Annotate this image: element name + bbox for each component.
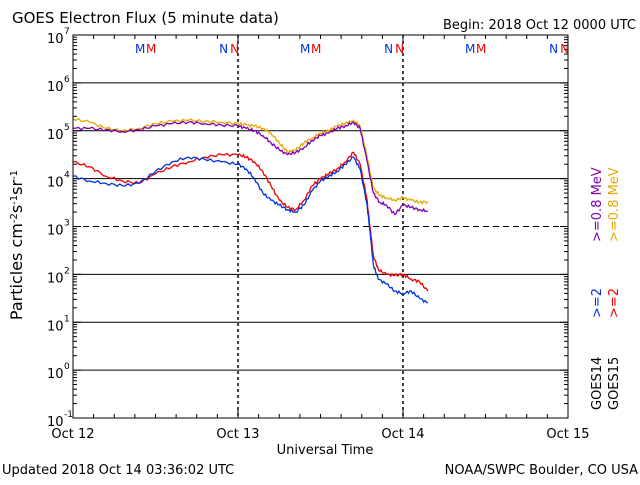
- marker-m-goes14: M: [135, 42, 145, 56]
- y-tick-label: 10: [47, 319, 64, 334]
- legend-goes14-08mev: >=0.8 MeV: [590, 167, 605, 242]
- marker-m-goes15: M: [311, 42, 321, 56]
- legend-goes15-2mev: >=2: [607, 288, 622, 318]
- marker-n-goes14: N: [384, 42, 393, 56]
- plot-frame: [72, 34, 569, 419]
- y-tick-exponent: 6: [64, 75, 70, 85]
- marker-m-goes14: M: [465, 42, 475, 56]
- y-axis-label-part: -1: [9, 195, 20, 205]
- legend-goes14-2mev: >=2: [590, 288, 605, 318]
- x-tick-label: Oct 12: [51, 427, 94, 442]
- marker-n-goes15: N: [560, 42, 569, 56]
- x-tick-label: Oct 13: [216, 427, 259, 442]
- y-tick-exponent: 0: [64, 362, 70, 372]
- legend-goes15: GOES15: [607, 357, 622, 410]
- legend: GOES14 >=2 >=0.8 MeV GOES15 >=2 >=0.8 MeV: [590, 167, 622, 410]
- y-tick-exponent: -1: [64, 410, 73, 420]
- marker-m-goes15: M: [146, 42, 156, 56]
- y-tick-label: 10: [47, 415, 64, 430]
- y-tick-label: 10: [47, 80, 64, 95]
- y-axis-label-part: -2: [9, 213, 20, 223]
- marker-n-goes14: N: [549, 42, 558, 56]
- updated-timestamp: Updated 2018 Oct 14 03:36:02 UTC: [2, 463, 234, 478]
- marker-m-goes15: M: [476, 42, 486, 56]
- y-tick-label: 10: [47, 176, 64, 191]
- y-tick-exponent: 5: [64, 123, 70, 133]
- marker-n-goes15: N: [395, 42, 404, 56]
- legend-goes14: GOES14: [590, 357, 605, 410]
- y-tick-label: 10: [47, 128, 64, 143]
- y-tick-exponent: 1: [64, 314, 70, 324]
- x-tick-label: Oct 14: [381, 427, 424, 442]
- series-line: [72, 117, 429, 205]
- x-axis-label: Universal Time: [277, 443, 374, 458]
- source-credit: NOAA/SWPC Boulder, CO USA: [445, 463, 638, 478]
- y-axis-label: Particles cm-2s-1sr-1: [7, 170, 26, 320]
- y-tick-label: 10: [47, 224, 64, 239]
- x-tick-label: Oct 15: [546, 427, 589, 442]
- begin-time: Begin: 2018 Oct 12 0000 UTC: [443, 18, 636, 33]
- y-tick-exponent: 7: [64, 27, 70, 37]
- marker-n-goes14: N: [219, 42, 228, 56]
- y-axis-label-part: sr: [7, 180, 26, 195]
- y-tick-exponent: 2: [64, 266, 70, 276]
- y-axis-label-part: Particles cm: [7, 223, 26, 320]
- marker-m-goes14: M: [300, 42, 310, 56]
- y-axis-label-part: -1: [9, 170, 20, 180]
- legend-goes15-08mev: >=0.8 MeV: [607, 167, 622, 242]
- series-line: [72, 120, 428, 216]
- series-line: [72, 151, 429, 292]
- y-tick-exponent: 4: [64, 171, 70, 181]
- y-axis-label-part: s: [7, 205, 26, 213]
- y-tick-exponent: 3: [64, 219, 70, 229]
- y-tick-label: 10: [47, 367, 64, 382]
- y-tick-label: 10: [47, 271, 64, 286]
- y-tick-label: 10: [47, 32, 64, 47]
- marker-n-goes15: N: [230, 42, 239, 56]
- chart-title: GOES Electron Flux (5 minute data): [12, 9, 279, 27]
- series-line: [72, 156, 429, 304]
